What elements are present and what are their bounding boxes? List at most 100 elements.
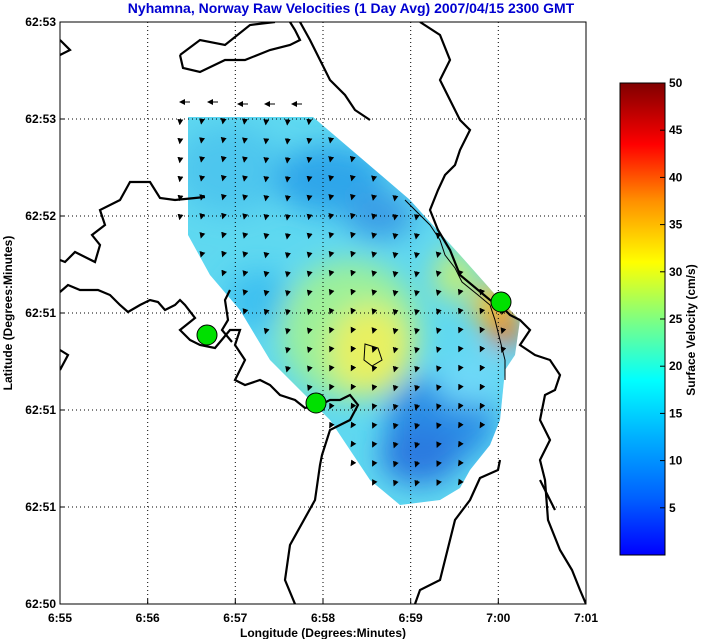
y-tick-label: 62:50 xyxy=(25,597,56,611)
velocity-vector xyxy=(285,346,292,354)
velocity-vector xyxy=(199,213,206,220)
velocity-vector xyxy=(436,479,442,486)
velocity-vector xyxy=(328,156,335,163)
velocity-vector xyxy=(306,251,313,259)
x-tick-label: 6:56 xyxy=(136,611,160,625)
velocity-vector xyxy=(458,383,464,391)
velocity-vector xyxy=(220,174,227,182)
velocity-vector xyxy=(199,175,206,182)
colorbar-tick-label: 50 xyxy=(669,76,683,90)
velocity-vector xyxy=(177,194,184,202)
x-tick-label: 7:00 xyxy=(486,611,510,625)
velocity-vector xyxy=(284,214,291,221)
velocity-vector xyxy=(328,137,335,144)
velocity-vector xyxy=(242,175,249,182)
velocity-vector xyxy=(414,460,421,468)
velocity-vector xyxy=(284,157,291,164)
velocity-vector xyxy=(177,137,184,145)
velocity-vector xyxy=(328,269,335,277)
velocity-vector xyxy=(436,403,442,410)
velocity-vector xyxy=(329,364,335,372)
velocity-vector xyxy=(329,383,335,391)
velocity-vector xyxy=(479,307,486,315)
velocity-vector xyxy=(414,271,420,278)
velocity-vector xyxy=(414,441,421,449)
colorbar-tick-label: 10 xyxy=(669,454,683,468)
velocity-vector xyxy=(392,365,399,373)
velocity-vector xyxy=(177,175,184,183)
velocity-vector xyxy=(285,365,292,373)
velocity-vector xyxy=(371,327,378,334)
station-marker xyxy=(305,392,327,414)
velocity-vector xyxy=(393,479,399,487)
velocity-vector xyxy=(458,440,464,448)
station-marker xyxy=(196,324,218,346)
velocity-vector xyxy=(177,156,184,164)
velocity-vector xyxy=(284,138,291,145)
velocity-vector xyxy=(242,308,249,315)
velocity-vector xyxy=(371,270,378,277)
velocity-vector xyxy=(457,269,464,277)
colorbar-ticks: 5 10 15 20 25 30 35 40 45 50 xyxy=(660,76,683,515)
velocity-vector xyxy=(414,384,421,392)
y-tick-label: 62:53 xyxy=(25,112,56,126)
velocity-vector xyxy=(458,459,464,467)
velocity-vector xyxy=(458,421,464,429)
colorbar-tick-label: 30 xyxy=(669,265,683,279)
y-tick-label: 62:51 xyxy=(25,403,56,417)
velocity-vector xyxy=(458,345,464,353)
colorbar-tick-label: 20 xyxy=(669,359,683,373)
velocity-vector xyxy=(436,365,442,372)
velocity-vector xyxy=(285,290,291,297)
velocity-vector xyxy=(307,365,313,373)
velocity-vector xyxy=(413,214,420,221)
velocity-vector xyxy=(371,289,378,296)
velocity-vector xyxy=(392,251,399,259)
velocity-vector xyxy=(221,231,227,239)
velocity-vector xyxy=(199,194,206,201)
velocity-vector xyxy=(414,252,420,259)
velocity-vector xyxy=(392,289,399,297)
velocity-vector xyxy=(350,402,357,410)
velocity-vector xyxy=(500,327,507,334)
velocity-vector xyxy=(349,155,356,163)
velocity-vector xyxy=(242,194,249,201)
velocity-vector xyxy=(307,384,313,392)
velocity-vector xyxy=(435,308,442,316)
station-marker xyxy=(490,291,512,313)
velocity-vector xyxy=(458,402,464,410)
velocity-vector xyxy=(435,270,442,278)
velocity-vector xyxy=(242,137,248,144)
velocity-vector xyxy=(263,251,270,259)
velocity-vector xyxy=(306,232,313,240)
velocity-vector xyxy=(414,403,421,411)
velocity-vector xyxy=(392,308,399,316)
velocity-vector xyxy=(371,384,378,391)
velocity-vector xyxy=(328,307,335,315)
velocity-vector xyxy=(199,137,206,144)
velocity-vector xyxy=(221,269,228,277)
velocity-vector xyxy=(458,307,464,315)
velocity-vector xyxy=(220,155,227,163)
x-tick-label: 6:58 xyxy=(311,611,335,625)
velocity-vector xyxy=(392,270,399,278)
velocity-vector xyxy=(329,402,335,410)
velocity-vector xyxy=(263,270,270,278)
velocity-vector xyxy=(350,250,356,258)
velocity-vector xyxy=(392,327,399,335)
velocity-vector xyxy=(306,175,313,183)
velocity-vector xyxy=(221,250,228,258)
velocity-vector xyxy=(458,364,464,372)
y-tick-label: 62:51 xyxy=(25,306,56,320)
velocity-vector xyxy=(350,421,357,429)
velocity-vector xyxy=(371,403,378,410)
velocity-vector xyxy=(392,195,399,202)
velocity-vector xyxy=(242,232,249,239)
velocity-vector xyxy=(457,288,464,296)
velocity-vector xyxy=(371,194,378,201)
velocity-vector xyxy=(329,345,335,353)
velocity-vector xyxy=(479,288,486,296)
velocity-vector xyxy=(350,269,357,277)
velocity-vector xyxy=(285,271,291,278)
